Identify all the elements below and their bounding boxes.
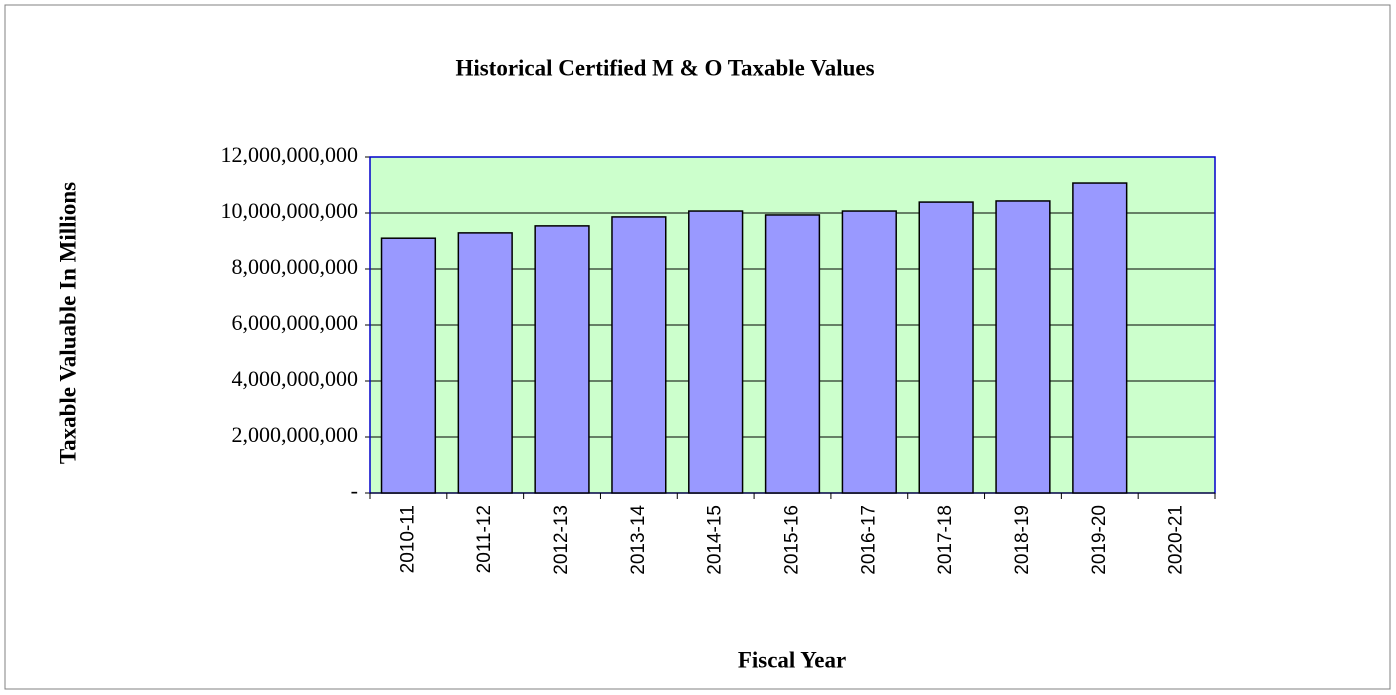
- y-tick-label: 4,000,000,000: [232, 366, 359, 391]
- bar: [688, 210, 744, 494]
- x-tick-label: 2014-15: [705, 505, 726, 575]
- bar: [457, 232, 513, 494]
- x-tick-label: 2017-18: [935, 505, 956, 575]
- y-tick-label: -: [351, 478, 358, 503]
- x-tick-label: 2018-19: [1012, 505, 1033, 575]
- bar: [1072, 182, 1128, 494]
- y-tick-label: 12,000,000,000: [221, 142, 359, 167]
- y-tick-label: 6,000,000,000: [232, 310, 359, 335]
- y-axis-label: Taxable Valuable In Millions: [55, 182, 80, 464]
- x-tick-label: 2019-20: [1089, 505, 1110, 575]
- x-axis-label: Fiscal Year: [738, 647, 846, 672]
- x-tick-label: 2011-12: [474, 505, 495, 573]
- bar: [995, 200, 1051, 494]
- bar: [534, 225, 590, 494]
- x-tick-label: 2016-17: [858, 505, 879, 575]
- bar: [764, 214, 821, 494]
- x-tick-label: 2013-14: [628, 505, 649, 575]
- x-tick-label: 2012-13: [551, 505, 572, 575]
- bar: [380, 237, 437, 494]
- y-tick-label: 2,000,000,000: [232, 422, 359, 447]
- x-tick-label: 2010-11: [397, 505, 418, 573]
- bar: [918, 201, 974, 494]
- x-tick-label: 2015-16: [782, 505, 803, 575]
- y-tick-label: 8,000,000,000: [232, 254, 359, 279]
- bar: [611, 216, 667, 494]
- chart-title: Historical Certified M & O Taxable Value…: [455, 55, 874, 80]
- x-tick-label: 2020-21: [1166, 505, 1187, 575]
- bar: [841, 210, 897, 494]
- y-tick-label: 10,000,000,000: [221, 198, 359, 223]
